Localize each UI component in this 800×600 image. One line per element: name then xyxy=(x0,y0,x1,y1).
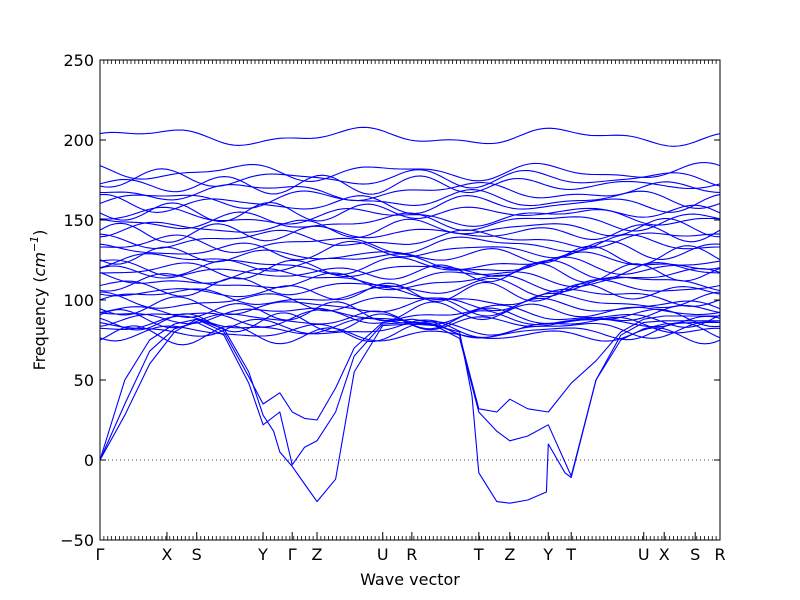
band-line xyxy=(99,240,721,261)
x-tick-label: X xyxy=(659,545,670,564)
y-tick-label: 150 xyxy=(63,211,94,230)
band-line xyxy=(99,174,721,195)
acoustic-3-line xyxy=(99,315,720,461)
band-line xyxy=(99,126,721,147)
x-tick-label: Γ xyxy=(288,545,297,564)
y-tick-label: 200 xyxy=(63,131,94,150)
band-line xyxy=(99,322,721,342)
band-line xyxy=(99,307,721,328)
y-axis-label-prefix: Frequency ( xyxy=(30,276,49,370)
y-axis-label-exponent: −1 xyxy=(28,236,41,252)
band-line xyxy=(99,251,721,272)
x-tick-label: U xyxy=(638,545,650,564)
x-tick-label: R xyxy=(714,545,725,564)
band-line xyxy=(99,168,721,189)
band-line xyxy=(99,301,721,322)
acoustic-2-line xyxy=(99,320,720,477)
band-line xyxy=(99,234,721,255)
plot-frame xyxy=(99,59,721,541)
band-line xyxy=(99,211,721,232)
x-axis-label: Wave vector xyxy=(360,570,460,589)
band-line xyxy=(99,161,721,182)
x-tick-label: R xyxy=(406,545,417,564)
band-line xyxy=(99,286,721,307)
band-line xyxy=(99,277,721,298)
x-minor-ticks xyxy=(99,60,721,540)
y-tick-label: 100 xyxy=(63,291,94,310)
y-axis-label: Frequency (cm−1) xyxy=(28,230,49,371)
band-line xyxy=(99,206,721,227)
x-tick-label: X xyxy=(161,545,172,564)
y-tick-label: 0 xyxy=(84,451,94,470)
band-line xyxy=(99,291,721,312)
band-line xyxy=(99,281,721,302)
y-tick-label: −50 xyxy=(60,531,94,550)
x-tick-label: S xyxy=(192,545,202,564)
band-line xyxy=(100,259,721,280)
x-tick-label: Y xyxy=(257,545,268,564)
band-line xyxy=(99,222,721,243)
x-tick-label: Z xyxy=(504,545,515,564)
y-tick-label: 50 xyxy=(74,371,94,390)
band-line xyxy=(99,272,721,293)
band-line xyxy=(99,325,721,346)
x-tick-label: Z xyxy=(312,545,323,564)
y-axis-ticks: −50 0 50 100 150 200 250 xyxy=(60,51,720,550)
band-line xyxy=(99,262,721,283)
x-tick-label: Γ xyxy=(96,545,105,564)
band-line xyxy=(99,217,721,239)
band-line xyxy=(99,189,721,209)
x-tick-label: U xyxy=(377,545,389,564)
y-axis-label-suffix: ) xyxy=(30,230,49,236)
x-tick-label: Y xyxy=(542,545,553,564)
y-axis-label-unit: cm xyxy=(30,252,49,276)
x-tick-label: T xyxy=(565,545,576,564)
x-tick-label: T xyxy=(473,545,484,564)
band-lines xyxy=(99,126,721,504)
band-line xyxy=(99,245,721,266)
y-tick-label: 250 xyxy=(63,51,94,70)
x-tick-label: S xyxy=(690,545,700,564)
